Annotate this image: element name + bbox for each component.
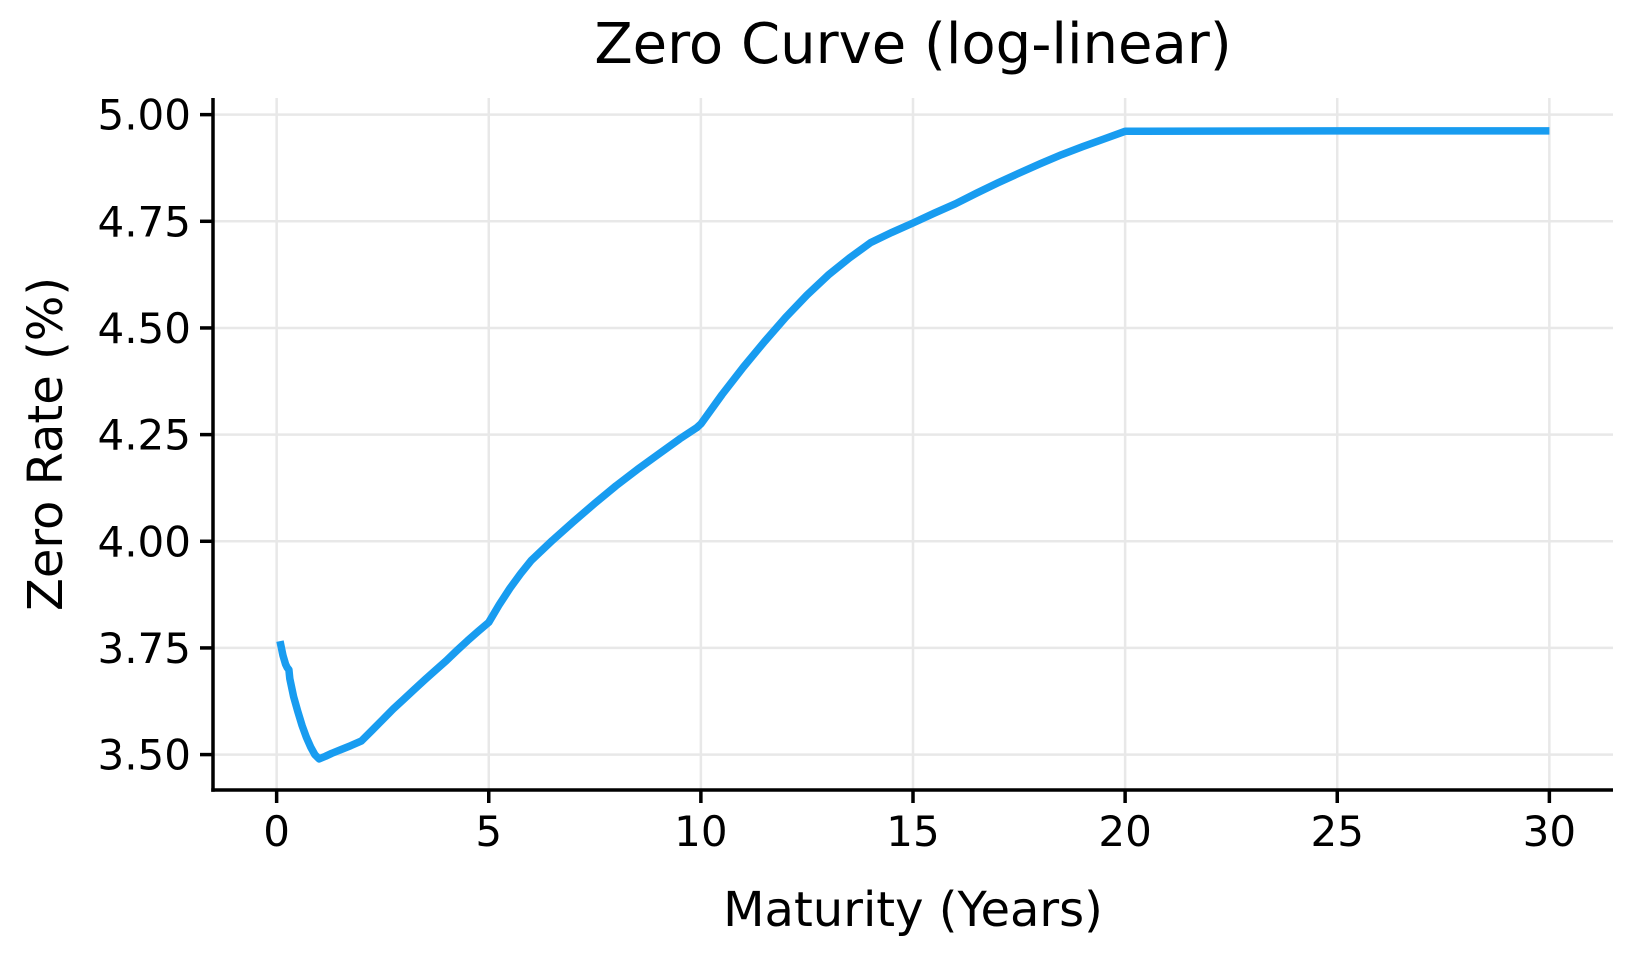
- y-tick-label: 3.50: [97, 731, 191, 780]
- x-tick-label: 25: [1311, 807, 1364, 856]
- y-tick-label: 5.00: [97, 91, 191, 140]
- y-tick-label: 4.75: [97, 197, 191, 246]
- x-axis-label: Maturity (Years): [723, 882, 1103, 938]
- y-tick-label: 4.25: [97, 411, 191, 460]
- series-line-zero-curve: [276, 127, 1550, 763]
- y-tick-label: 4.00: [97, 517, 191, 566]
- x-tick-label: 30: [1523, 807, 1576, 856]
- x-tick-label: 0: [263, 807, 290, 856]
- chart-title: Zero Curve (log-linear): [594, 12, 1232, 77]
- x-tick-label: 10: [674, 807, 727, 856]
- x-tick-label: 15: [886, 807, 939, 856]
- y-tick-label: 4.50: [97, 304, 191, 353]
- x-tick-label: 20: [1098, 807, 1151, 856]
- x-tick-label: 5: [475, 807, 502, 856]
- y-tick-label: 3.75: [97, 624, 191, 673]
